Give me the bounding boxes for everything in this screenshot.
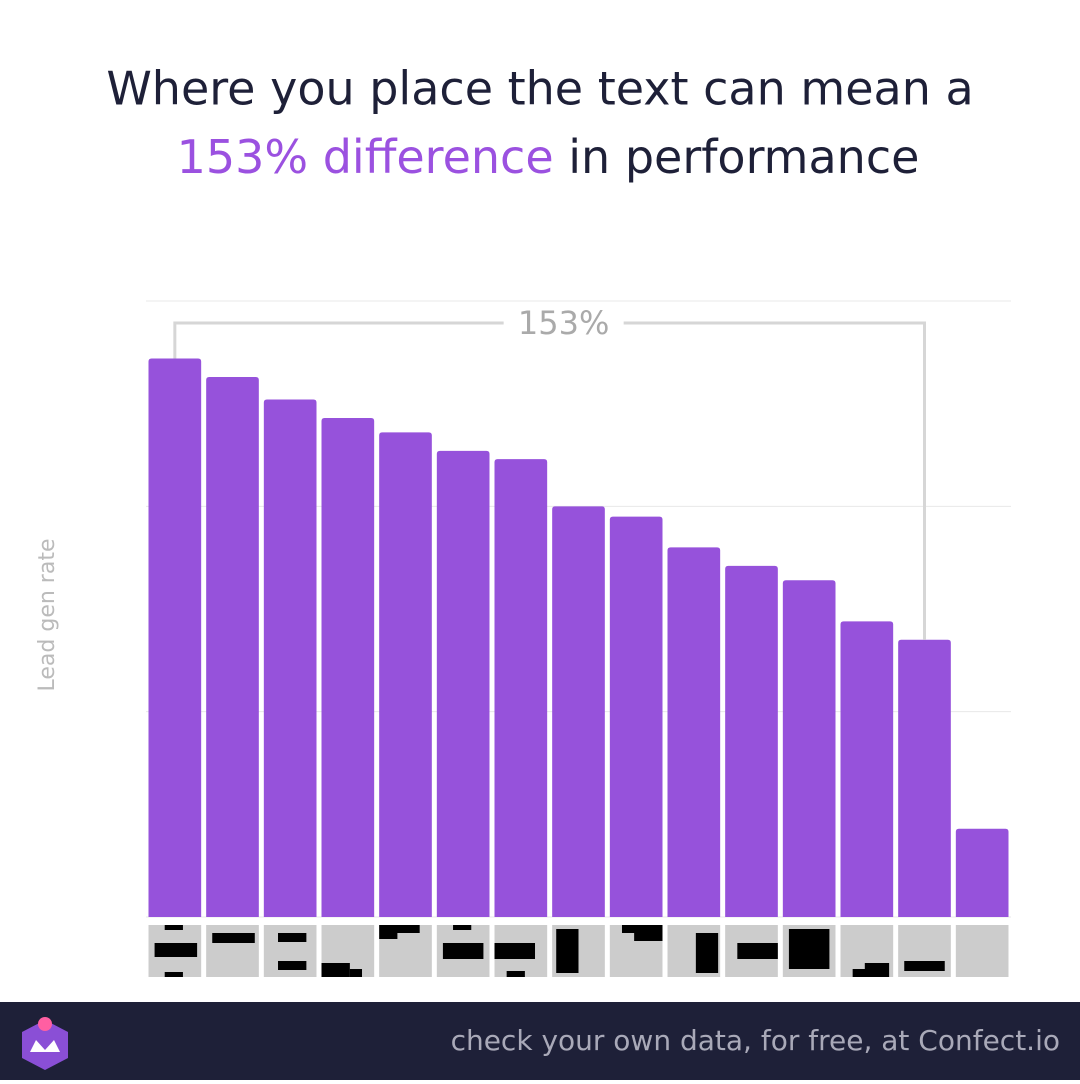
thumbnail-block bbox=[494, 943, 536, 959]
thumbnail-block bbox=[737, 943, 778, 959]
layout-thumbnail bbox=[955, 925, 1009, 977]
thumbnail-block bbox=[379, 933, 398, 939]
bar bbox=[609, 516, 663, 917]
thumbnail-block bbox=[864, 963, 890, 969]
bar bbox=[955, 828, 1009, 917]
thumbnail-block bbox=[212, 933, 255, 943]
chart-title: 153% difference in performance bbox=[177, 130, 920, 184]
thumbnail-block bbox=[621, 925, 663, 933]
title-highlight: 153% difference bbox=[177, 130, 554, 184]
footer-text: check your own data, for free, at Confec… bbox=[451, 1024, 1060, 1057]
thumbnail-block bbox=[154, 943, 198, 957]
thumbnail-block bbox=[164, 925, 183, 930]
thumbnail-block bbox=[852, 969, 890, 977]
bar bbox=[667, 547, 721, 917]
bar bbox=[321, 418, 375, 917]
thumbnail-block bbox=[904, 961, 945, 971]
thumbnail-block bbox=[379, 925, 420, 933]
bar bbox=[148, 358, 202, 917]
thumbnail-block bbox=[164, 972, 183, 977]
bar bbox=[782, 580, 836, 917]
thumbnail-block bbox=[453, 925, 472, 930]
bar bbox=[379, 432, 432, 917]
bar bbox=[840, 621, 894, 917]
thumbnail-block bbox=[556, 929, 579, 973]
bar bbox=[436, 450, 490, 917]
thumbnail-block bbox=[278, 933, 307, 942]
thumbnail-block bbox=[788, 929, 830, 969]
bar bbox=[206, 376, 259, 917]
logo bbox=[22, 1017, 68, 1070]
bar bbox=[552, 506, 605, 917]
thumbnail-block bbox=[349, 969, 363, 977]
bar bbox=[725, 565, 778, 917]
bar bbox=[263, 399, 317, 917]
thumbnail-block bbox=[634, 933, 663, 941]
footer-bar bbox=[0, 1002, 1080, 1080]
bar bbox=[494, 459, 548, 917]
title-rest: in performance bbox=[554, 130, 920, 184]
bracket-label: 153% bbox=[518, 304, 609, 342]
thumbnail-block bbox=[506, 971, 525, 977]
chart-title: Where you place the text can mean a bbox=[106, 62, 973, 116]
layout-thumbnail bbox=[206, 925, 259, 977]
thumbnail-block bbox=[442, 943, 484, 959]
thumbnail-block bbox=[321, 963, 350, 977]
thumbnail-block bbox=[278, 961, 307, 970]
thumbnail-block bbox=[695, 933, 719, 973]
y-axis-label: Lead gen rate bbox=[35, 539, 60, 692]
bracket-label-bg bbox=[503, 303, 624, 343]
bar bbox=[898, 639, 951, 917]
